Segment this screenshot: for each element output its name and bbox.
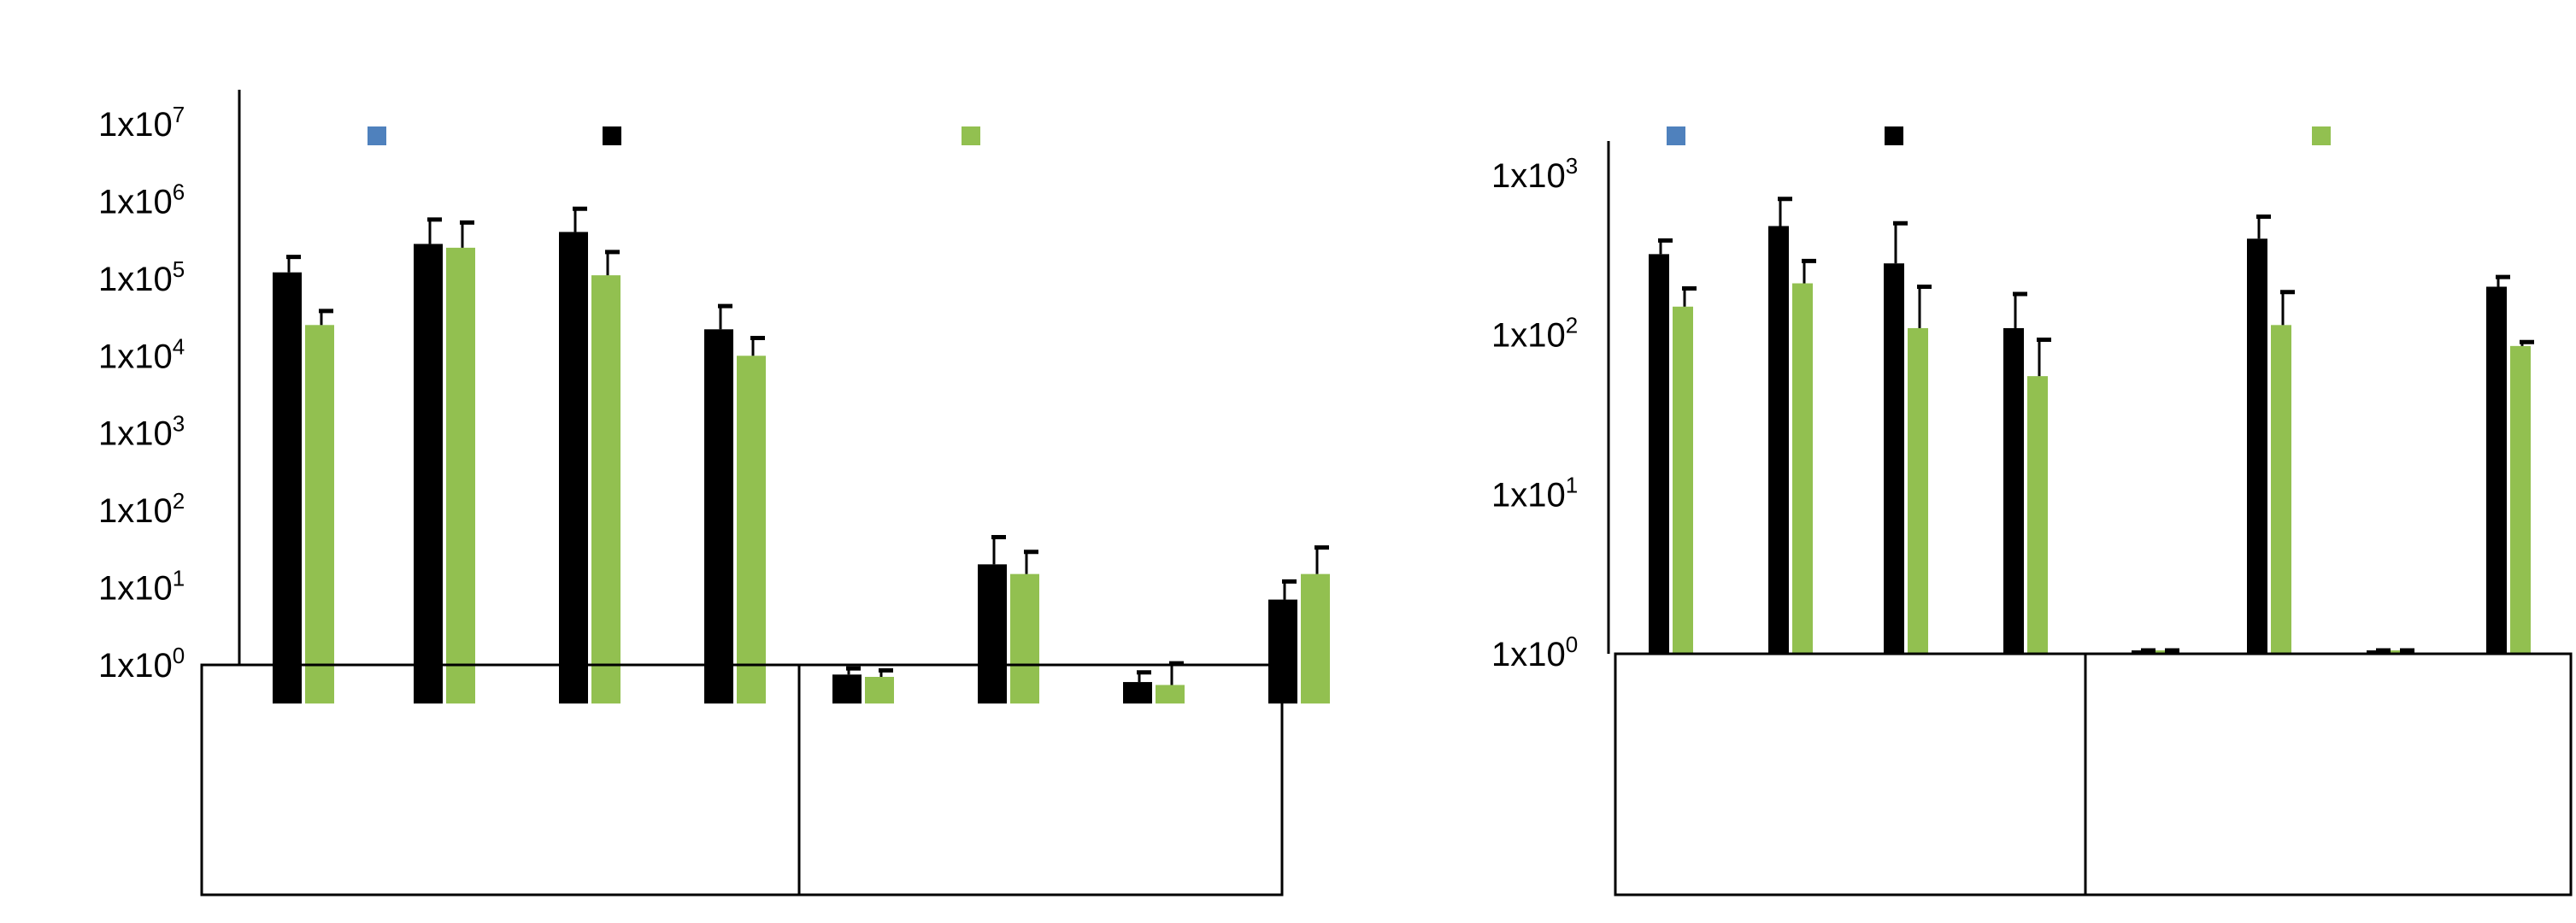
y-tick-base: 1x10: [98, 415, 173, 453]
y-tick-label: 1x103: [98, 411, 185, 453]
y-tick-label: 1x101: [98, 566, 185, 608]
y-tick-exponent: 7: [173, 102, 185, 127]
bar-snc: [2003, 327, 2024, 654]
legend-swatch: [603, 126, 621, 145]
y-tick-base: 1x10: [1491, 636, 1566, 673]
bar-gfp: [737, 356, 766, 704]
bar-gfp: [2510, 345, 2531, 654]
y-tick-exponent: 3: [173, 411, 185, 437]
bar-snc: [1884, 263, 1904, 654]
y-tick-base: 1x10: [98, 570, 173, 608]
y-tick-label: 1x101: [1491, 472, 1578, 514]
bar-gfp: [1156, 685, 1185, 704]
y-tick-label: 1x107: [98, 102, 185, 144]
bar-snc: [2247, 238, 2267, 654]
bar-gfp: [1673, 306, 1693, 654]
category-box: [200, 663, 1284, 897]
bar-snc: [1768, 226, 1789, 654]
y-tick-exponent: 0: [1566, 632, 1578, 657]
y-tick-base: 1x10: [98, 261, 173, 298]
y-tick-exponent: 2: [1566, 313, 1578, 338]
y-tick-base: 1x10: [1491, 317, 1566, 355]
legend-swatch: [962, 126, 980, 145]
bar-gfp: [1010, 573, 1039, 704]
bar-gfp: [305, 325, 334, 704]
bar-snc: [559, 232, 588, 704]
y-tick-label: 1x103: [1491, 153, 1578, 195]
y-tick-exponent: 5: [173, 256, 185, 282]
y-tick-base: 1x10: [1491, 476, 1566, 514]
y-tick-label: 1x100: [98, 643, 185, 685]
bar-snc: [978, 564, 1007, 704]
bar-snc: [832, 674, 862, 704]
bar-snc: [704, 329, 733, 704]
bar-snc: [1123, 682, 1152, 704]
bar-snc: [414, 244, 443, 704]
bar-gfp: [446, 247, 475, 704]
y-tick-base: 1x10: [98, 183, 173, 220]
y-tick-base: 1x10: [98, 338, 173, 375]
y-tick-base: 1x10: [98, 647, 173, 685]
y-tick-exponent: 2: [173, 488, 185, 514]
y-tick-exponent: 1: [1566, 472, 1578, 497]
bar-gfp: [2027, 376, 2048, 654]
bar-gfp: [865, 677, 894, 704]
y-tick-exponent: 4: [173, 333, 185, 359]
bar-snc: [2486, 286, 2507, 654]
y-tick-base: 1x10: [1491, 157, 1566, 195]
y-tick-label: 1x100: [1491, 632, 1578, 673]
legend-swatch: [368, 126, 386, 145]
bar-gfp: [1908, 327, 1928, 654]
y-tick-label: 1x102: [1491, 313, 1578, 355]
y-tick-exponent: 1: [173, 566, 185, 591]
y-tick-label: 1x105: [98, 256, 185, 298]
bar-gfp: [591, 275, 620, 704]
bar-gfp: [1792, 283, 1813, 654]
legend-swatch: [1885, 126, 1903, 145]
legend-swatch: [2312, 126, 2331, 145]
y-tick-label: 1x106: [98, 179, 185, 220]
y-tick-label: 1x102: [98, 488, 185, 530]
y-tick-base: 1x10: [98, 492, 173, 530]
bar-snc: [1649, 254, 1669, 654]
y-tick-exponent: 0: [173, 643, 185, 668]
bar-snc: [273, 272, 302, 704]
y-tick-label: 1x104: [98, 333, 185, 375]
legend-swatch: [1667, 126, 1685, 145]
y-tick-base: 1x10: [98, 106, 173, 144]
bar-gfp: [1301, 573, 1330, 704]
category-box: [1614, 652, 2573, 897]
y-tick-exponent: 3: [1566, 153, 1578, 179]
y-tick-exponent: 6: [173, 179, 185, 204]
bar-gfp: [2271, 325, 2291, 654]
